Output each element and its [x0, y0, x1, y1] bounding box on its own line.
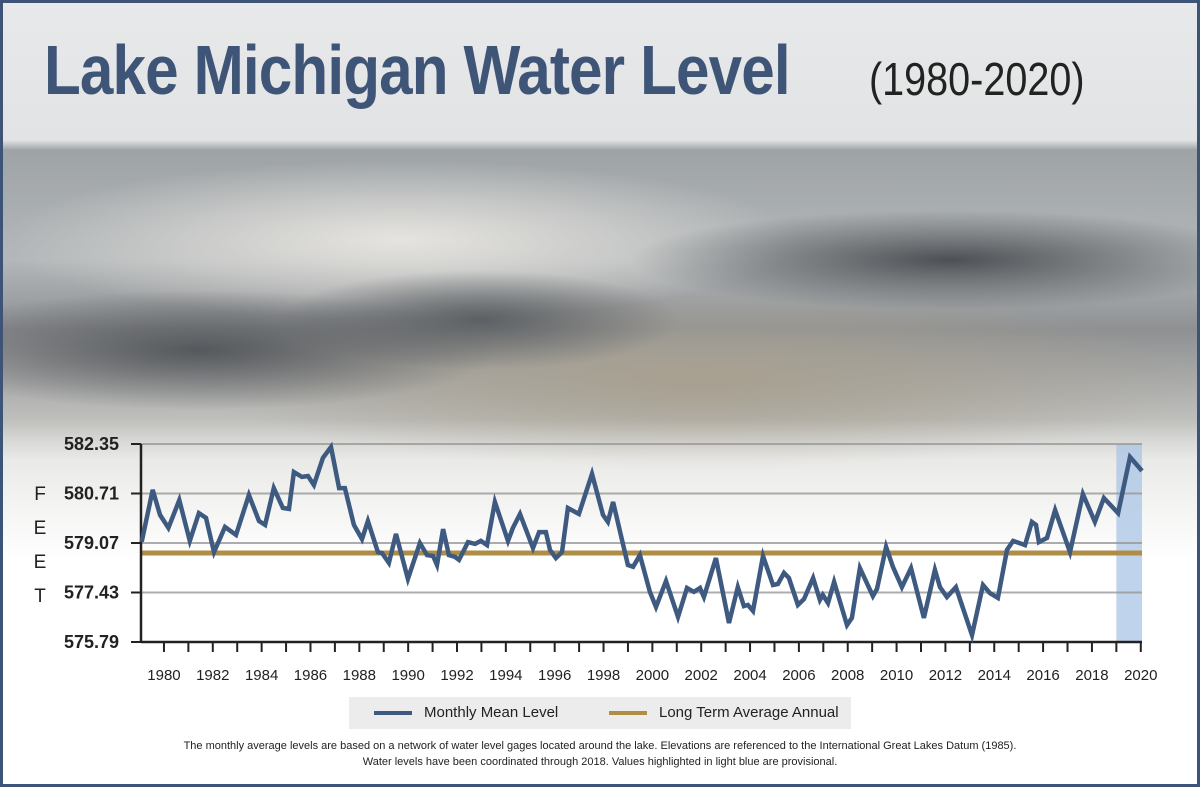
- y-label-letter: E: [33, 552, 47, 573]
- x-tick-label: 2008: [831, 667, 864, 684]
- monthly-mean-level-line: [139, 441, 1144, 644]
- x-tick-label: 1994: [489, 667, 522, 684]
- x-tick-label: 1982: [196, 667, 229, 684]
- x-tick-label: 2020: [1124, 667, 1157, 684]
- x-tick-label: 1984: [245, 667, 278, 684]
- legend-label-average: Long Term Average Annual: [659, 704, 839, 721]
- footnote: The monthly average levels are based on …: [0, 738, 1200, 770]
- x-tick-label: 2004: [733, 667, 766, 684]
- legend-swatch-monthly: [374, 710, 412, 715]
- x-tick-label: 2012: [929, 667, 962, 684]
- y-tick-label: 577.43: [64, 583, 119, 603]
- x-tick-label: 2000: [636, 667, 669, 684]
- x-tick-label: 1988: [343, 667, 376, 684]
- legend-label-monthly: Monthly Mean Level: [424, 704, 559, 721]
- legend: Monthly Mean Level Long Term Average Ann…: [349, 697, 851, 729]
- x-tick-label: 2014: [978, 667, 1011, 684]
- x-tick-label: 1992: [440, 667, 473, 684]
- y-label-letter: F: [34, 484, 46, 505]
- title-years: (1980-2020): [869, 53, 1085, 105]
- y-tick-label: 575.79: [64, 632, 119, 652]
- x-tick-label: 1998: [587, 667, 620, 684]
- x-tick-label: 1986: [294, 667, 327, 684]
- y-label-letter: T: [34, 586, 46, 607]
- x-tick-label: 2010: [880, 667, 913, 684]
- chart-title: Lake Michigan Water Level (1980-2020): [44, 30, 1085, 110]
- x-tick-label: 1990: [391, 667, 424, 684]
- x-tick-label: 2006: [782, 667, 815, 684]
- x-tick-label: 1996: [538, 667, 571, 684]
- x-tick-label: 2016: [1026, 667, 1059, 684]
- y-tick-label: 580.71: [64, 484, 119, 504]
- x-tick-label: 2002: [685, 667, 718, 684]
- y-tick-label: 579.07: [64, 533, 119, 553]
- y-label-letter: E: [33, 518, 47, 539]
- legend-swatch-average: [609, 710, 647, 715]
- x-tick-label: 2018: [1075, 667, 1108, 684]
- footnote-line-1: The monthly average levels are based on …: [183, 740, 1017, 752]
- footnote-line-2: Water levels have been coordinated throu…: [362, 756, 838, 768]
- x-tick-label: 1980: [147, 667, 180, 684]
- y-tick-label: 582.35: [64, 434, 119, 454]
- legend-item-average: Long Term Average Annual: [609, 704, 839, 721]
- title-main: Lake Michigan Water Level: [44, 31, 791, 109]
- legend-item-monthly: Monthly Mean Level: [374, 704, 558, 721]
- y-axis-label: F E E T: [30, 478, 50, 614]
